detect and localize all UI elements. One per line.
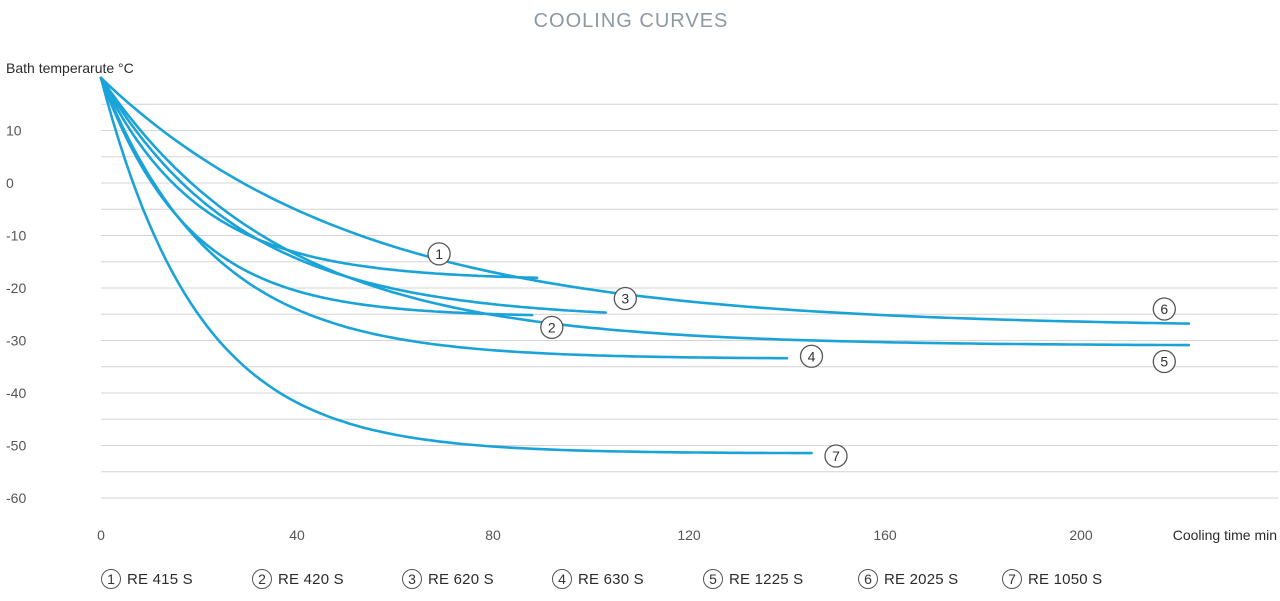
series-line: [99, 76, 789, 360]
chart-title: COOLING CURVES: [534, 10, 729, 32]
series-marker-label: 5: [1160, 354, 1168, 370]
legend-item: 4 RE 630 S: [552, 567, 644, 591]
marker-layer: 1 2 3 4 5 6 7: [427, 242, 1176, 468]
legend-marker: 2: [252, 569, 272, 589]
y-tick-label: -50: [6, 438, 26, 454]
legend-marker: 4: [552, 569, 572, 589]
y-tick-label: -60: [6, 490, 26, 506]
series-marker-label: 3: [621, 291, 629, 307]
legend-label: RE 1225 S: [729, 570, 804, 588]
grid-layer: 10 0 -10 -20 -30 -40 -50 -60 0 40 80 120 160 200: [6, 103, 1278, 543]
series-marker-label: 2: [548, 319, 556, 335]
series-marker-circle: [613, 286, 637, 311]
y-tick-label: -10: [6, 228, 26, 244]
legend-marker: 7: [1002, 569, 1022, 589]
legend-marker: 6: [858, 569, 878, 589]
legend-item: 6 RE 2025 S: [858, 567, 958, 591]
y-tick-label: -20: [6, 280, 26, 296]
y-tick-label: 10: [6, 123, 22, 139]
series-marker-circle: [824, 444, 848, 468]
series-marker-circle: [1152, 297, 1176, 321]
x-tick-label: 120: [677, 527, 701, 543]
legend-label: RE 415 S: [127, 570, 193, 588]
x-tick-label: 0: [97, 527, 105, 543]
legend-label: RE 630 S: [578, 570, 644, 588]
x-tick-label: 40: [289, 527, 305, 543]
x-axis-label: Cooling time min: [1173, 527, 1277, 543]
legend-marker: 1: [101, 569, 121, 589]
legend-label: RE 620 S: [428, 570, 494, 588]
x-tick-label: 200: [1069, 527, 1093, 543]
legend-label: RE 420 S: [278, 570, 344, 588]
series-layer: [99, 76, 1191, 455]
x-tick-label: 160: [873, 527, 897, 543]
series-marker-circle: [1152, 349, 1176, 374]
y-tick-label: -30: [6, 333, 26, 349]
series-marker-label: 4: [808, 348, 816, 364]
series-marker-label: 7: [832, 448, 840, 464]
series-marker-label: 6: [1160, 301, 1168, 317]
series-marker-circle: [799, 344, 824, 368]
series-line: [99, 76, 539, 280]
y-axis-label: Bath temperarute °C: [6, 60, 134, 76]
legend-item: 3 RE 620 S: [402, 567, 494, 591]
series-marker-circle: [540, 315, 564, 340]
legend-item: 2 RE 420 S: [252, 567, 344, 591]
legend-item: 5 RE 1225 S: [703, 567, 803, 591]
legend-item: 7 RE 1050 S: [1002, 567, 1102, 591]
legend-label: RE 1050 S: [1028, 570, 1103, 588]
x-tick-label: 80: [485, 527, 501, 543]
legend-item: 1 RE 415 S: [101, 567, 193, 591]
series-marker-label: 1: [435, 246, 443, 262]
y-tick-label: 0: [6, 175, 14, 191]
legend-label: RE 2025 S: [884, 570, 959, 588]
legend-marker: 5: [703, 569, 723, 589]
legend-marker: 3: [402, 569, 422, 589]
series-line: [99, 76, 534, 317]
series-line: [99, 76, 1191, 347]
y-tick-label: -40: [6, 385, 26, 401]
series-marker-circle: [427, 242, 451, 266]
series-line: [99, 76, 813, 455]
series-line: [99, 76, 1191, 325]
